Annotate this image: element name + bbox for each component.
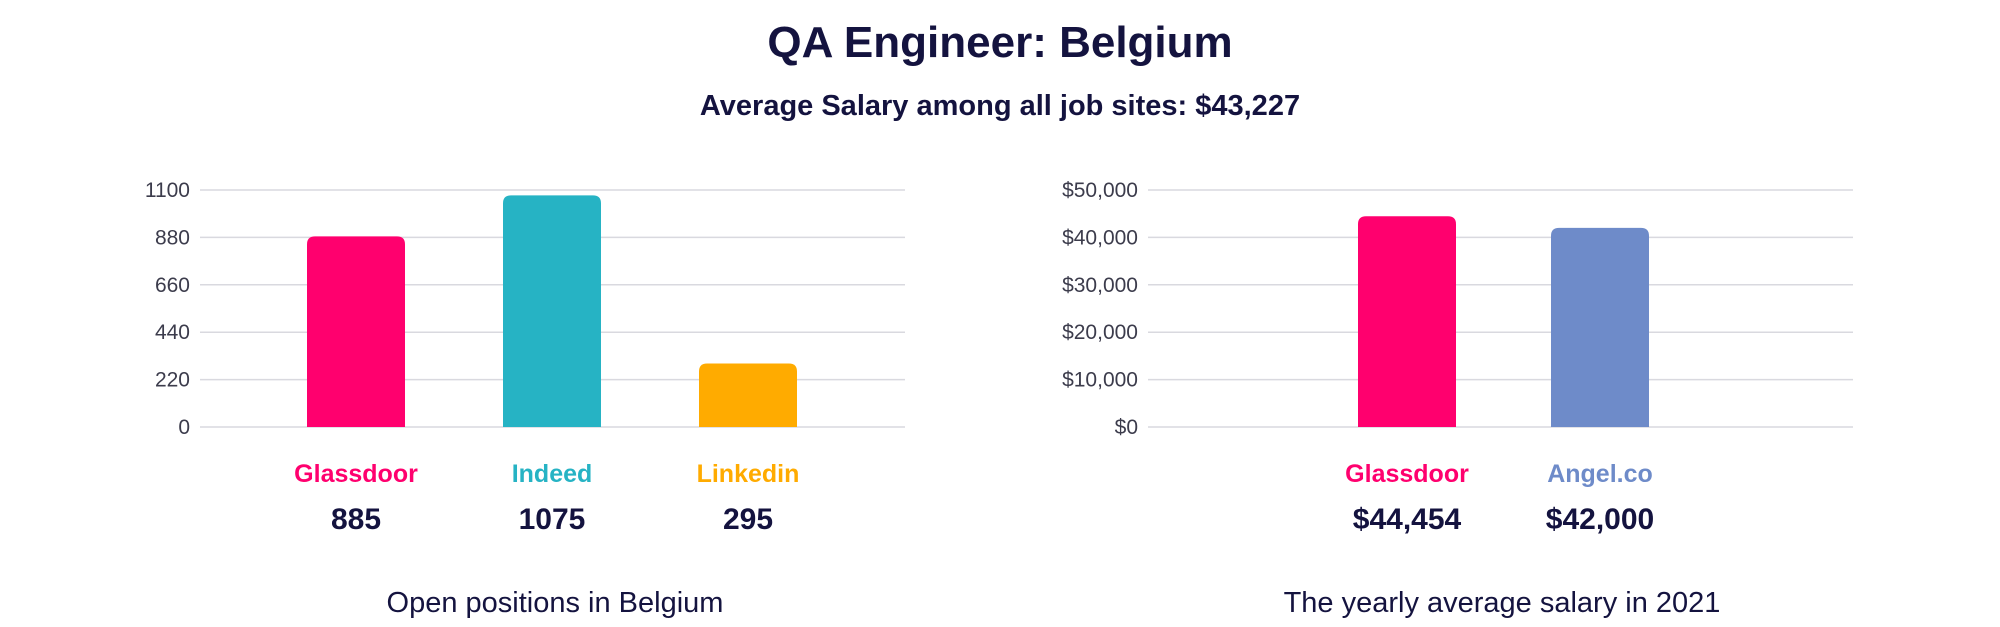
y-tick-label: 1100 (145, 179, 190, 202)
y-tick-label: 440 (155, 321, 190, 344)
page-subtitle: Average Salary among all job sites: $43,… (699, 90, 1301, 122)
category-label: Glassdoor (1345, 460, 1469, 488)
value-label: 885 (331, 503, 381, 536)
chart-caption: The yearly average salary in 2021 (1284, 587, 1721, 619)
value-label: 295 (723, 503, 773, 536)
value-label: 1075 (519, 503, 586, 536)
y-tick-label: $20,000 (1062, 321, 1138, 344)
bar-glassdoor (1358, 216, 1456, 427)
y-tick-label: $40,000 (1062, 226, 1138, 249)
bar-angel-co (1551, 227, 1649, 427)
chart-caption: Open positions in Belgium (387, 587, 724, 619)
category-label: Glassdoor (294, 460, 418, 488)
open-positions-chart: 0 220 440 660 880 1100 Glassdoor 885 Indeed 1075 L… (145, 179, 905, 619)
y-tick-label: 0 (178, 416, 190, 439)
y-tick-label: 880 (155, 226, 190, 249)
category-label: Indeed (512, 460, 593, 488)
bar-indeed (503, 195, 601, 427)
value-label: $42,000 (1546, 503, 1654, 536)
y-tick-label: 660 (155, 274, 190, 297)
bar-linkedin (699, 363, 797, 427)
y-tick-label: $30,000 (1062, 274, 1138, 297)
value-label: $44,454 (1353, 503, 1462, 536)
y-tick-label: $10,000 (1062, 369, 1138, 392)
y-tick-label: $0 (1115, 416, 1138, 439)
average-salary-chart: $0 $10,000 $20,000 $30,000 $40,000 $50,000 Gla… (1062, 179, 1853, 619)
page-title: QA Engineer: Belgium (767, 18, 1233, 67)
bar-glassdoor (307, 236, 405, 427)
category-label: Linkedin (697, 460, 800, 488)
y-tick-label: $50,000 (1062, 179, 1138, 202)
category-label: Angel.co (1547, 460, 1653, 488)
y-tick-label: 220 (155, 369, 190, 392)
